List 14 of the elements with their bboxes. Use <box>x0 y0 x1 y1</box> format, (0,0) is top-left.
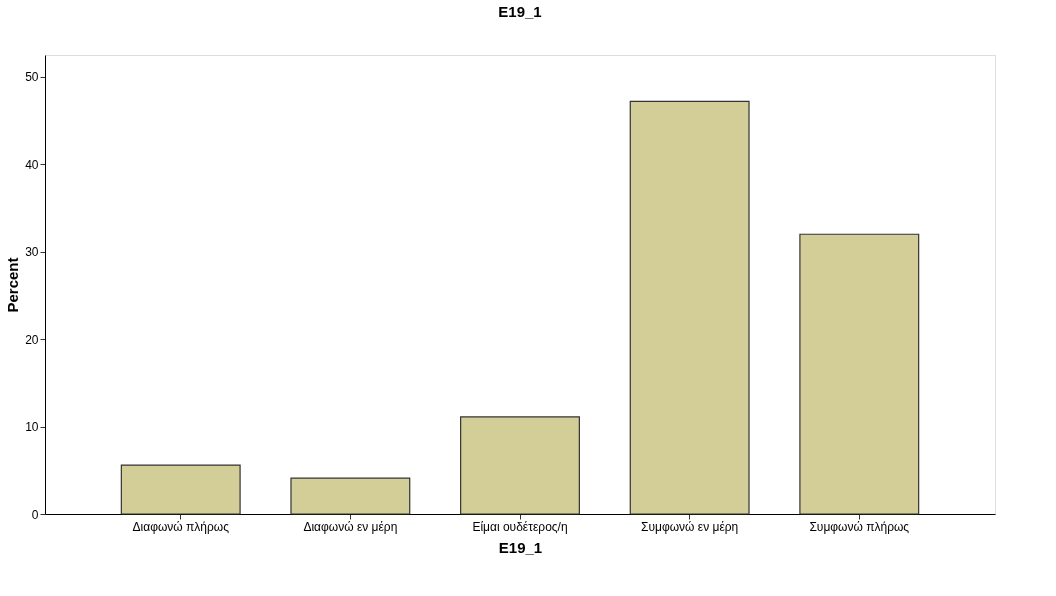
x-tick-label: Διαφωνώ εν μέρη <box>303 519 398 534</box>
y-tick-label: 50 <box>25 70 39 85</box>
chart-title: E19_1 <box>498 3 542 20</box>
y-tick-label: 40 <box>25 157 39 172</box>
x-tick-label: Είμαι ουδέτερος/η <box>472 519 568 534</box>
y-tick-label: 30 <box>25 245 39 260</box>
x-axis-title: E19_1 <box>498 538 543 556</box>
y-axis-title: Percent <box>4 257 22 313</box>
y-tick-label: 10 <box>25 420 39 435</box>
y-tick-label: 20 <box>25 332 39 347</box>
x-tick-label: Συμφωνώ πλήρως <box>809 519 910 534</box>
x-tick-label: Διαφωνώ πλήρως <box>132 519 230 534</box>
x-tick-label: Συμφωνώ εν μέρη <box>641 519 739 534</box>
y-tick-label: 0 <box>31 507 39 522</box>
